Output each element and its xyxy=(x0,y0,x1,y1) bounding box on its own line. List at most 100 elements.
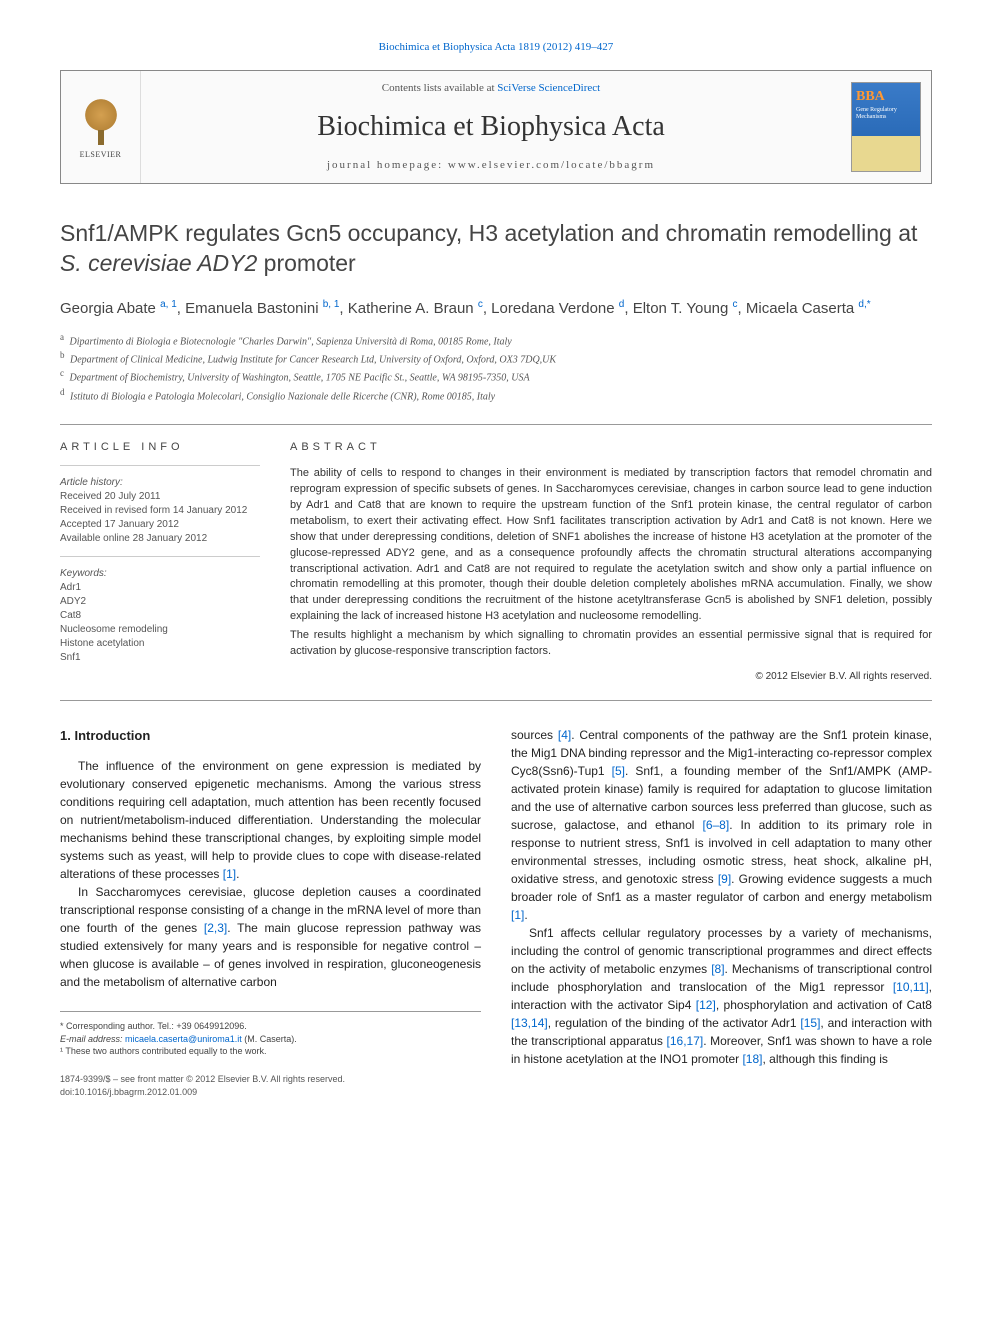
rp2e: , regulation of the binding of the activ… xyxy=(548,1016,801,1030)
ref-link[interactable]: [8] xyxy=(711,962,724,976)
journal-cover: BBA Gene Regulatory Mechanisms xyxy=(841,71,931,183)
email-link[interactable]: micaela.caserta@uniroma1.it xyxy=(125,1034,242,1044)
ref-link[interactable]: [5] xyxy=(612,764,625,778)
body-text: 1. Introduction The influence of the env… xyxy=(60,726,932,1098)
title-pre: Snf1/AMPK regulates Gcn5 occupancy, H3 a… xyxy=(60,220,917,246)
author-affil-sup: d xyxy=(619,299,625,310)
keywords-list: Adr1ADY2Cat8Nucleosome remodelingHistone… xyxy=(60,581,260,665)
journal-header: ELSEVIER Contents lists available at Sci… xyxy=(60,70,932,184)
history-item: Received 20 July 2011 xyxy=(60,490,260,504)
issn-line: 1874-9399/$ – see front matter © 2012 El… xyxy=(60,1073,481,1086)
ref-link[interactable]: [1] xyxy=(511,908,524,922)
ref-link[interactable]: [10,11] xyxy=(893,980,929,994)
history-item: Received in revised form 14 January 2012 xyxy=(60,504,260,518)
ref-link[interactable]: [2,3] xyxy=(204,921,227,935)
article-info: ARTICLE INFO Article history: Received 2… xyxy=(60,440,260,685)
abstract: ABSTRACT The ability of cells to respond… xyxy=(290,440,932,685)
article-history-head: Article history: xyxy=(60,476,260,490)
affiliation-key: b xyxy=(60,350,65,360)
author-affil-sup: b, 1 xyxy=(323,299,340,310)
ref-link[interactable]: [1] xyxy=(223,867,236,881)
ref-link[interactable]: [4] xyxy=(558,728,571,742)
bba-cover-thumb: BBA Gene Regulatory Mechanisms xyxy=(851,82,921,172)
contents-available: Contents lists available at SciVerse Sci… xyxy=(161,81,821,96)
affiliation-key: d xyxy=(60,387,65,397)
body-right-col: sources [4]. Central components of the p… xyxy=(511,726,932,1098)
bottom-meta: 1874-9399/$ – see front matter © 2012 El… xyxy=(60,1073,481,1098)
author-affil-sup: c xyxy=(478,299,483,310)
rp1a: sources xyxy=(511,728,558,742)
ref-link[interactable]: [13,14] xyxy=(511,1016,548,1030)
ref-link[interactable]: [9] xyxy=(718,872,731,886)
title-post: promoter xyxy=(257,250,355,276)
affiliations-list: a Dipartimento di Biologia e Biotecnolog… xyxy=(60,331,932,404)
author-affil-sup: d, xyxy=(858,299,866,310)
author: Emanuela Bastonini b, 1 xyxy=(185,300,339,317)
right-p1: sources [4]. Central components of the p… xyxy=(511,726,932,924)
corresponding-author-note: * Corresponding author. Tel.: +39 064991… xyxy=(60,1020,481,1033)
contents-prefix: Contents lists available at xyxy=(382,82,497,94)
keyword: Cat8 xyxy=(60,609,260,623)
email-suffix: (M. Caserta). xyxy=(242,1034,297,1044)
abstract-p2: The results highlight a mechanism by whi… xyxy=(290,628,932,660)
intro-heading: 1. Introduction xyxy=(60,726,481,746)
author: Micaela Caserta d,* xyxy=(746,300,871,317)
bba-cover-subtitle: Gene Regulatory Mechanisms xyxy=(856,107,916,120)
bba-cover-label: BBA xyxy=(856,87,916,107)
keyword: Adr1 xyxy=(60,581,260,595)
info-abstract-section: ARTICLE INFO Article history: Received 2… xyxy=(60,424,932,701)
email-label: E-mail address: xyxy=(60,1034,125,1044)
abstract-p1: The ability of cells to respond to chang… xyxy=(290,466,932,625)
article-title: Snf1/AMPK regulates Gcn5 occupancy, H3 a… xyxy=(60,219,932,279)
journal-homepage: journal homepage: www.elsevier.com/locat… xyxy=(161,158,821,173)
rp2h: , although this finding is xyxy=(762,1052,887,1066)
affiliation: a Dipartimento di Biologia e Biotecnolog… xyxy=(60,331,932,349)
affiliation-key: c xyxy=(60,368,64,378)
author: Katherine A. Braun c xyxy=(348,300,483,317)
right-p2: Snf1 affects cellular regulatory process… xyxy=(511,924,932,1068)
sciencedirect-link[interactable]: SciVerse ScienceDirect xyxy=(497,82,600,94)
keyword: ADY2 xyxy=(60,595,260,609)
title-italic: S. cerevisiae ADY2 xyxy=(60,250,257,276)
ref-link[interactable]: [16,17] xyxy=(667,1034,704,1048)
ref-link[interactable]: [15] xyxy=(800,1016,820,1030)
email-line: E-mail address: micaela.caserta@uniroma1… xyxy=(60,1033,481,1046)
body-left-col: 1. Introduction The influence of the env… xyxy=(60,726,481,1098)
abstract-copyright: © 2012 Elsevier B.V. All rights reserved… xyxy=(290,670,932,685)
keywords-head: Keywords: xyxy=(60,567,260,581)
keyword: Histone acetylation xyxy=(60,637,260,651)
author: Elton T. Young c xyxy=(633,300,738,317)
article-info-heading: ARTICLE INFO xyxy=(60,440,260,455)
ref-link[interactable]: [12] xyxy=(696,998,716,1012)
journal-citation-link[interactable]: Biochimica et Biophysica Acta 1819 (2012… xyxy=(60,40,932,55)
footnotes: * Corresponding author. Tel.: +39 064991… xyxy=(60,1011,481,1058)
history-item: Available online 28 January 2012 xyxy=(60,532,260,546)
elsevier-label: ELSEVIER xyxy=(80,149,122,160)
authors-list: Georgia Abate a, 1, Emanuela Bastonini b… xyxy=(60,297,932,321)
doi-line: doi:10.1016/j.bbagrm.2012.01.009 xyxy=(60,1086,481,1099)
p1-text: The influence of the environment on gene… xyxy=(60,759,481,881)
article-history-list: Received 20 July 2011Received in revised… xyxy=(60,490,260,546)
p1-end: . xyxy=(236,867,239,881)
author-affil-sup: a, 1 xyxy=(160,299,177,310)
author: Loredana Verdone d xyxy=(491,300,624,317)
ref-link[interactable]: [6–8] xyxy=(703,818,730,832)
affiliation: d Istituto di Biologia e Patologia Molec… xyxy=(60,386,932,404)
rp2d: , phosphorylation and activation of Cat8 xyxy=(716,998,932,1012)
history-item: Accepted 17 January 2012 xyxy=(60,518,260,532)
author-affil-sup: c xyxy=(733,299,738,310)
affiliation: b Department of Clinical Medicine, Ludwi… xyxy=(60,349,932,367)
rp1f: . xyxy=(524,908,527,922)
elsevier-logo: ELSEVIER xyxy=(61,71,141,183)
elsevier-tree-icon xyxy=(76,95,126,145)
equal-contribution-note: ¹ These two authors contributed equally … xyxy=(60,1045,481,1058)
ref-link[interactable]: [18] xyxy=(742,1052,762,1066)
affiliation-key: a xyxy=(60,332,64,342)
intro-p1: The influence of the environment on gene… xyxy=(60,757,481,883)
header-center: Contents lists available at SciVerse Sci… xyxy=(141,71,841,183)
affiliation: c Department of Biochemistry, University… xyxy=(60,367,932,385)
author: Georgia Abate a, 1 xyxy=(60,300,177,317)
journal-name: Biochimica et Biophysica Acta xyxy=(161,107,821,146)
corresponding-mark: * xyxy=(867,299,871,310)
keyword: Snf1 xyxy=(60,651,260,665)
